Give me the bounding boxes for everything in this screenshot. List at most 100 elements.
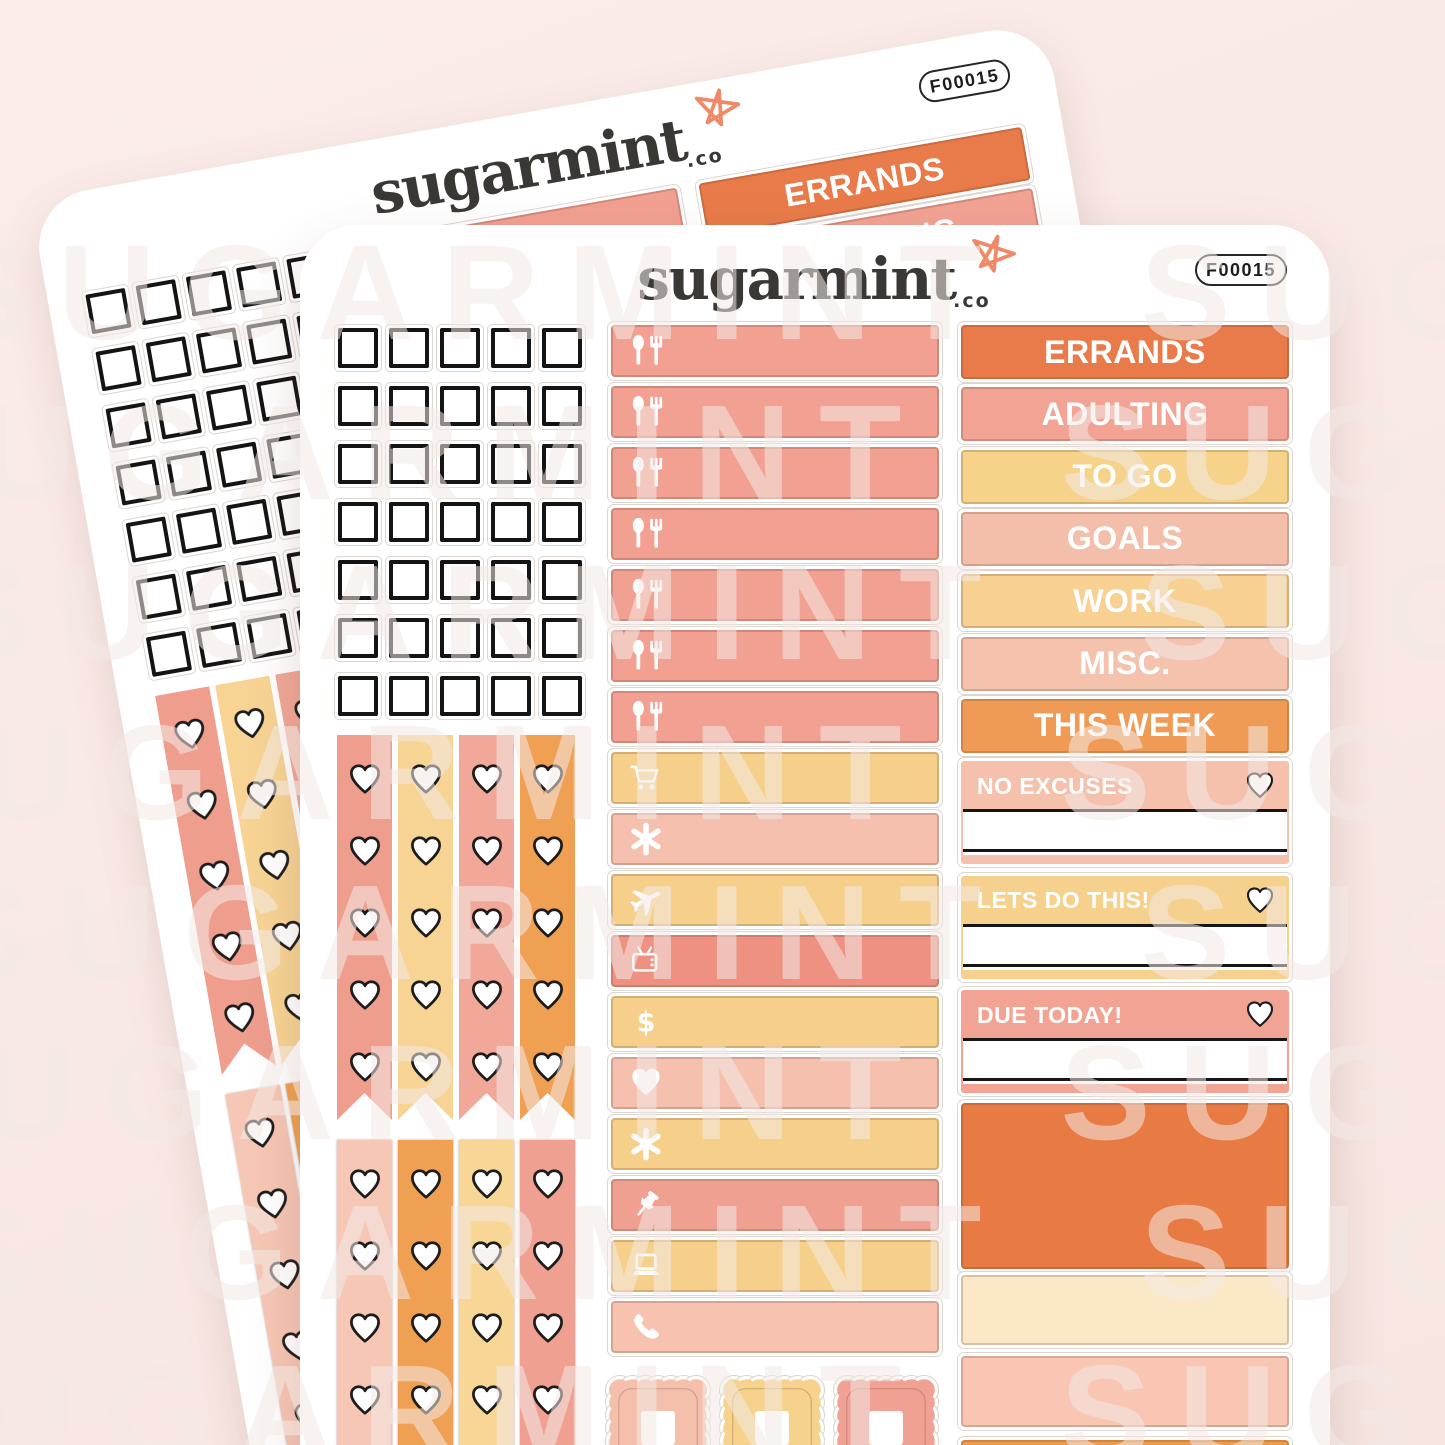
checkbox-box [440,676,480,716]
svg-text:$: $ [637,1007,656,1038]
icon-bar [611,1179,939,1231]
heart-icon [348,1240,382,1274]
memo-title: NO EXCUSES [977,772,1133,799]
heart-icon [348,835,382,869]
checkbox-sticker [335,383,381,429]
solid-block-sticker [958,1272,1292,1348]
checkbox-sticker [488,499,534,545]
brand-suffix: .co [953,290,991,312]
checkbox-sticker [437,441,483,487]
checkbox-box [338,386,378,426]
checkbox-box [440,386,480,426]
heart-icon [470,979,504,1013]
memo-box: NO EXCUSES [961,761,1289,864]
heart-icon [629,1066,663,1100]
checkbox-sticker [539,499,585,545]
heart-flag-strip [155,686,276,1075]
checkbox-box [440,444,480,484]
checkbox-box [115,459,162,506]
memo-sticker: NO EXCUSES [958,758,1292,867]
checkbox-box [542,502,582,542]
checkbox-box [226,498,273,545]
heart-icon [243,776,282,815]
header-label: MISC. [961,636,1289,691]
header-label: THIS WEEK [961,698,1289,753]
heart-icon [348,1168,382,1202]
icon-bar-sticker [608,810,942,868]
icon-bar [611,1057,939,1109]
heart-checkbox-icon [1245,771,1275,801]
checkbox-box [491,618,531,658]
header-sticker: ADULTING [958,384,1292,445]
heart-flag-strip [398,1140,453,1445]
checkbox-sticker [182,561,236,615]
heart-icon [531,1168,565,1202]
heart-icon [348,1312,382,1346]
icon-bar: $ [611,996,939,1048]
header-sticker: THIS WEEK [958,695,1292,756]
writing-gap [963,966,1287,970]
checkbox-sticker [335,499,381,545]
heart-flag-strip [459,1140,514,1445]
icon-bar [611,386,939,438]
icon-bar-sticker: $ [608,993,942,1051]
icon-bar-sticker [608,688,942,746]
utensils-icon [629,700,663,734]
icon-bar-sticker [608,1237,942,1295]
checkbox-sticker [132,275,186,329]
memo-bottom-strip [963,1084,1287,1091]
checkbox-box [338,502,378,542]
dollar-icon: $ [629,1005,663,1039]
writing-row [963,812,1287,849]
checkbox-sticker [386,557,432,603]
checkbox-box [145,630,193,677]
heart-icon [208,928,247,967]
checkbox-sticker [539,325,585,371]
checkbox-sticker [539,557,585,603]
checkbox-sticker [488,441,534,487]
icon-bar-sticker [608,1298,942,1356]
heart-icon [409,835,443,869]
icon-bar-sticker [608,932,942,990]
heart-checkbox-icon [1245,886,1275,916]
icon-bar [611,1301,939,1353]
checkbox-sticker [192,618,246,672]
icon-bar-sticker [608,322,942,380]
memo-title: DUE TODAY! [977,1001,1123,1028]
heart-flag-strip [337,735,392,1120]
heart-icon [348,763,382,797]
checkbox-box [542,386,582,426]
heart-icon [470,1312,504,1346]
heart-icon [531,1384,565,1418]
heart-icon [531,1240,565,1274]
checkbox-sticker [91,341,146,395]
heart-flag-strip [459,735,514,1120]
icon-bar-sticker [608,749,942,807]
heart-flag-set [337,1140,575,1445]
checkbox-sticker [437,383,483,429]
checkbox-sticker [539,673,585,719]
heart-icon [195,857,234,896]
checkbox-box [440,618,480,658]
tv-icon [629,944,663,978]
memo-bottom-strip [963,969,1287,977]
header-label: GOALS [961,511,1289,566]
memo-bottom-strip [963,855,1287,862]
solid-block-sticker [958,1437,1292,1445]
utensils-icon [629,334,663,368]
icon-bar [611,1240,939,1292]
solid-block [961,1440,1289,1445]
heart-icon [348,907,382,941]
checkbox-box [389,328,429,368]
checkbox-sticker [488,557,534,603]
checkbox-box [389,386,429,426]
writing-line [963,849,1287,852]
checkbox-box [246,612,293,660]
icon-bar [611,935,939,987]
checkbox-sticker [242,609,297,663]
checkbox-sticker [386,673,432,719]
header-sticker: ERRANDS [958,322,1292,382]
checkbox-sticker [488,325,534,371]
heart-flag-strip [520,735,575,1120]
heart-icon [266,1256,305,1295]
